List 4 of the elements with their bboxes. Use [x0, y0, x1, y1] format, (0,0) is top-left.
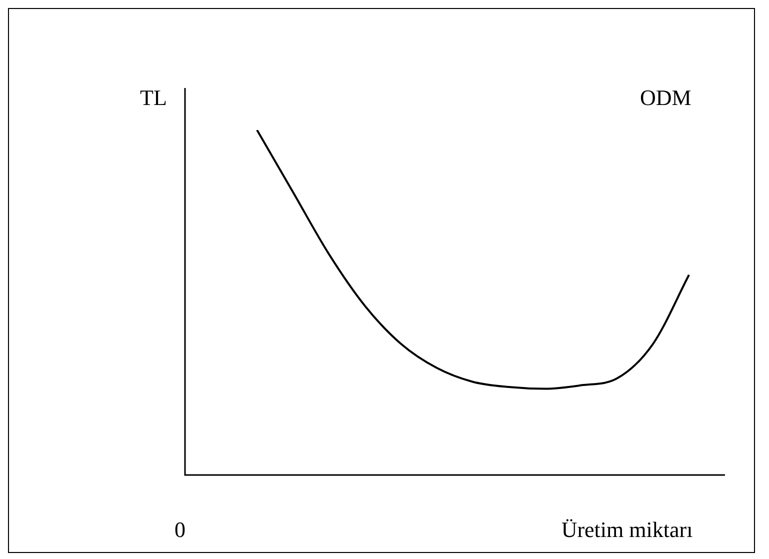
text: ODM [640, 84, 692, 110]
x-axis-title: Üretim miktarı [561, 516, 693, 542]
text: 0 [174, 516, 186, 542]
y-axis-title: TL [140, 84, 167, 110]
